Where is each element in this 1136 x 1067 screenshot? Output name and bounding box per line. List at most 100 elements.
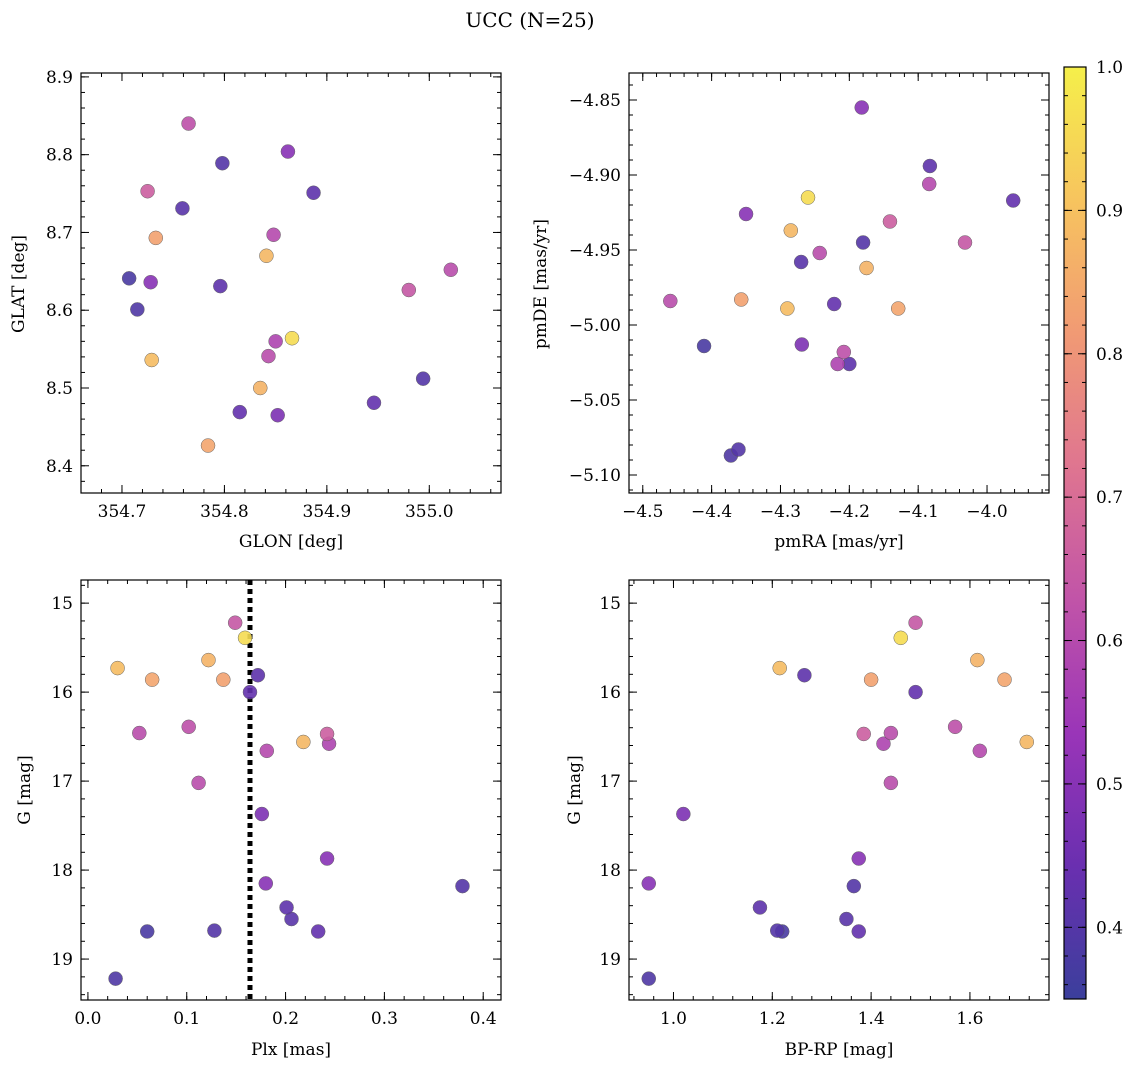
scatter-point — [783, 223, 799, 238]
scatter-point — [261, 348, 276, 364]
scatter-point — [310, 924, 326, 939]
scatter-point — [144, 672, 160, 687]
y-tick-label: 8.4 — [46, 457, 73, 477]
y-tick-label: −5.10 — [569, 466, 621, 486]
scatter-point — [213, 278, 228, 294]
scatter-point — [780, 301, 795, 316]
colorbar-tick-label: 0.6 — [1096, 632, 1123, 652]
scatter-point — [191, 775, 206, 791]
scatter-point — [253, 380, 268, 396]
x-tick-label: 0.2 — [272, 1009, 299, 1029]
colorbar-frame — [1063, 66, 1087, 1000]
scatter-point — [227, 615, 243, 630]
x-tick-label: 0.3 — [371, 1009, 398, 1029]
scatter-point — [279, 900, 294, 915]
x-tick-label: 0.4 — [470, 1009, 497, 1029]
scatter-point — [121, 271, 137, 286]
y-tick-label: 17 — [599, 772, 621, 792]
scatter-point — [772, 660, 787, 676]
scatter-point — [851, 924, 867, 939]
scatter-point — [181, 719, 196, 735]
x-tick-label: 0.1 — [173, 1009, 200, 1029]
scatter-point — [201, 652, 216, 668]
y-tick-label: 8.7 — [46, 223, 73, 243]
scatter-point — [972, 743, 988, 759]
y-tick-label: 19 — [51, 950, 73, 970]
scatter-point — [455, 878, 470, 894]
scatter-point — [947, 719, 963, 735]
scatter-point — [738, 206, 754, 222]
scatter-point — [851, 851, 867, 866]
x-tick-label: 354.7 — [98, 502, 147, 522]
scatter-point — [1005, 193, 1021, 208]
scatter-point — [663, 293, 678, 309]
scatter-point — [731, 442, 746, 457]
colorbar-gradient — [1064, 67, 1086, 999]
xlabel-plx: Plx [mas] — [251, 1040, 331, 1060]
axes-frame — [80, 72, 502, 494]
colorbar-tick-label: 0.8 — [1096, 345, 1123, 365]
scatter-point — [876, 736, 891, 751]
scatter-point — [883, 725, 899, 741]
ylabel-g-left: G [mag] — [15, 755, 35, 824]
colorbar-tick-label: 0.7 — [1096, 488, 1123, 508]
axes-frame — [80, 579, 502, 1001]
panel-plx-g: Plx [mas] G [mag] 0.0 0.1 0.2 0.3 0.4 15 16 17 1… — [15, 579, 502, 1060]
scatter-point — [800, 190, 816, 205]
scatter-point — [268, 334, 283, 349]
scatter-point — [401, 282, 417, 298]
scatter-point — [793, 254, 809, 270]
scatter-point — [890, 301, 906, 316]
x-tick-label: 354.8 — [200, 502, 249, 522]
scatter-point — [215, 155, 230, 171]
scatter-point — [908, 615, 923, 630]
colorbar-tick-label: 1.0 — [1096, 58, 1123, 78]
axes-frame — [628, 579, 1050, 1001]
x-tick-label: −4.1 — [898, 502, 939, 522]
scatter-point — [893, 630, 909, 646]
scatter-point — [908, 684, 923, 700]
scatter-point — [266, 227, 281, 243]
scatter-point — [883, 775, 899, 791]
y-tick-label: −4.90 — [569, 166, 621, 186]
y-tick-label: −4.95 — [569, 241, 621, 261]
scatter-point — [797, 667, 812, 683]
y-tick-label: 16 — [599, 683, 621, 703]
y-tick-label: 15 — [51, 594, 73, 614]
x-tick-label: 0.0 — [74, 1009, 101, 1029]
xlabel-glon: GLON [deg] — [239, 532, 343, 552]
panel-glon-glat: GLON [deg] GLAT [deg] 354.7 354.8 354.9 355… — [9, 68, 502, 552]
scatter-point — [676, 806, 691, 822]
scatter-point — [216, 672, 231, 687]
scatter-point — [733, 292, 749, 307]
axes-frame — [628, 72, 1050, 494]
y-tick-label: 16 — [51, 683, 73, 703]
scatter-point — [232, 404, 248, 420]
x-tick-label: 1.2 — [759, 1009, 786, 1029]
scatter-point — [812, 245, 827, 261]
scatter-point — [258, 876, 274, 891]
scatter-point — [259, 743, 275, 759]
scatter-point — [130, 302, 145, 317]
scatter-point — [836, 344, 852, 360]
scatter-point — [696, 338, 712, 354]
scatter-point — [319, 851, 335, 866]
y-tick-label: 17 — [51, 772, 73, 792]
scatter-point — [863, 672, 879, 687]
scatter-point — [859, 260, 874, 276]
x-tick-label: 355.0 — [405, 502, 454, 522]
scatter-point — [415, 371, 431, 386]
scatter-point — [250, 667, 266, 683]
ylabel-pmde: pmDE [mas/yr] — [531, 219, 551, 349]
x-tick-label: −4.0 — [966, 502, 1007, 522]
scatter-point — [839, 911, 854, 927]
scatter-point — [752, 900, 768, 915]
scatter-point — [148, 230, 164, 246]
ylabel-g-right: G [mag] — [565, 755, 585, 824]
scatter-point — [641, 971, 657, 986]
y-tick-label: 8.5 — [46, 379, 73, 399]
scatter-point — [139, 924, 155, 939]
panel-pmra-pmde: pmRA [mas/yr] pmDE [mas/yr] −4.5 −4.4 −4.3… — [531, 72, 1050, 552]
scatter-point — [366, 395, 382, 411]
scatter-point — [855, 235, 871, 250]
